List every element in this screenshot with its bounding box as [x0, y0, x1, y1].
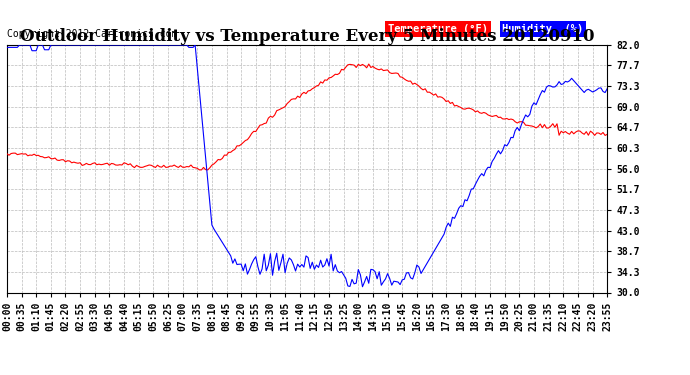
Title: Outdoor Humidity vs Temperature Every 5 Minutes 20120910: Outdoor Humidity vs Temperature Every 5 … — [20, 28, 594, 45]
Text: Humidity  (%): Humidity (%) — [502, 24, 584, 34]
Text: Temperature (°F): Temperature (°F) — [388, 24, 488, 34]
Text: Copyright 2012 Cartronics.com: Copyright 2012 Cartronics.com — [7, 29, 177, 39]
